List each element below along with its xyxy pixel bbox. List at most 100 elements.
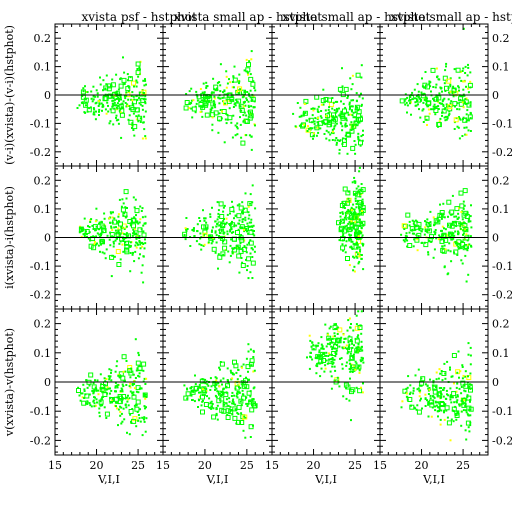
data-point [340, 306, 342, 308]
data-point [130, 107, 136, 113]
data-point [145, 406, 147, 409]
data-point [331, 337, 334, 340]
data-point [216, 404, 219, 407]
data-point [134, 377, 137, 379]
data-point [124, 249, 130, 255]
data-point [444, 85, 449, 91]
y-tick-label: 0 [492, 376, 499, 389]
data-point [469, 399, 472, 401]
data-point [109, 396, 112, 399]
data-point [247, 104, 250, 107]
data-point [136, 98, 139, 101]
data-point [121, 397, 124, 400]
data-point [133, 260, 136, 263]
data-point [335, 107, 338, 110]
data-point [141, 245, 144, 248]
data-point [324, 364, 327, 367]
data-point [459, 94, 462, 97]
data-point [103, 406, 106, 409]
data-point [357, 310, 360, 313]
data-point [231, 98, 234, 101]
data-point [94, 404, 97, 407]
data-point [354, 120, 356, 123]
data-point [463, 204, 466, 207]
data-point [242, 218, 245, 221]
data-point [335, 137, 338, 139]
data-point [101, 240, 104, 243]
data-point [321, 357, 324, 359]
data-point [462, 233, 464, 236]
data-point [360, 340, 363, 343]
data-point [310, 345, 313, 348]
data-point [223, 231, 226, 234]
x-tick-label: 15 [373, 459, 387, 472]
data-point [459, 98, 462, 101]
data-point [236, 419, 241, 425]
data-point [244, 219, 247, 222]
data-point [453, 382, 455, 385]
data-point [135, 79, 138, 82]
data-point [95, 89, 98, 92]
scatter-panel-r3-c3: 15 20 25V,I,I [265, 306, 381, 486]
data-point [132, 228, 135, 231]
data-point [464, 390, 467, 393]
data-point [327, 112, 330, 115]
data-points [306, 306, 365, 422]
data-point [246, 222, 249, 225]
x-tick-label: 25 [348, 459, 362, 472]
data-point [442, 103, 445, 106]
data-point [217, 212, 220, 215]
data-point [439, 418, 442, 421]
data-point [330, 124, 333, 127]
data-point [225, 408, 231, 414]
data-point [449, 394, 452, 397]
data-point [357, 135, 360, 138]
data-point [461, 377, 464, 380]
data-point [464, 101, 466, 104]
data-point [460, 247, 463, 250]
data-point [321, 347, 324, 350]
data-point [117, 383, 120, 386]
data-point [194, 374, 196, 377]
data-point [222, 232, 225, 235]
data-point [119, 410, 122, 413]
data-point [116, 360, 119, 363]
data-point [424, 226, 427, 229]
data-point [127, 365, 133, 370]
data-point [238, 203, 241, 206]
data-point [352, 329, 355, 332]
data-point [414, 97, 416, 100]
data-point [348, 399, 351, 402]
data-point [116, 401, 119, 404]
data-point [462, 232, 465, 235]
data-point [119, 374, 122, 377]
data-point [352, 242, 355, 245]
data-point [92, 113, 95, 116]
data-point [354, 228, 357, 231]
data-points [336, 166, 366, 273]
data-point [85, 230, 87, 233]
data-point [145, 377, 148, 380]
data-point [105, 83, 108, 86]
data-point [125, 197, 128, 200]
data-point [450, 260, 453, 263]
data-point [428, 82, 431, 85]
data-point [250, 247, 253, 250]
data-point [135, 61, 141, 67]
data-point [347, 197, 350, 200]
data-point [131, 384, 134, 387]
data-point [252, 224, 255, 227]
data-point [121, 383, 124, 386]
data-point [213, 84, 219, 90]
data-point [429, 234, 434, 240]
data-point [138, 417, 141, 420]
data-point [440, 392, 442, 395]
data-point [218, 392, 221, 395]
scatter-panel-r2-c2 [162, 165, 273, 310]
data-point [139, 243, 142, 246]
data-point [408, 220, 411, 223]
data-point [321, 121, 324, 124]
data-point [458, 246, 461, 249]
data-point [243, 69, 246, 72]
data-point [359, 230, 362, 233]
